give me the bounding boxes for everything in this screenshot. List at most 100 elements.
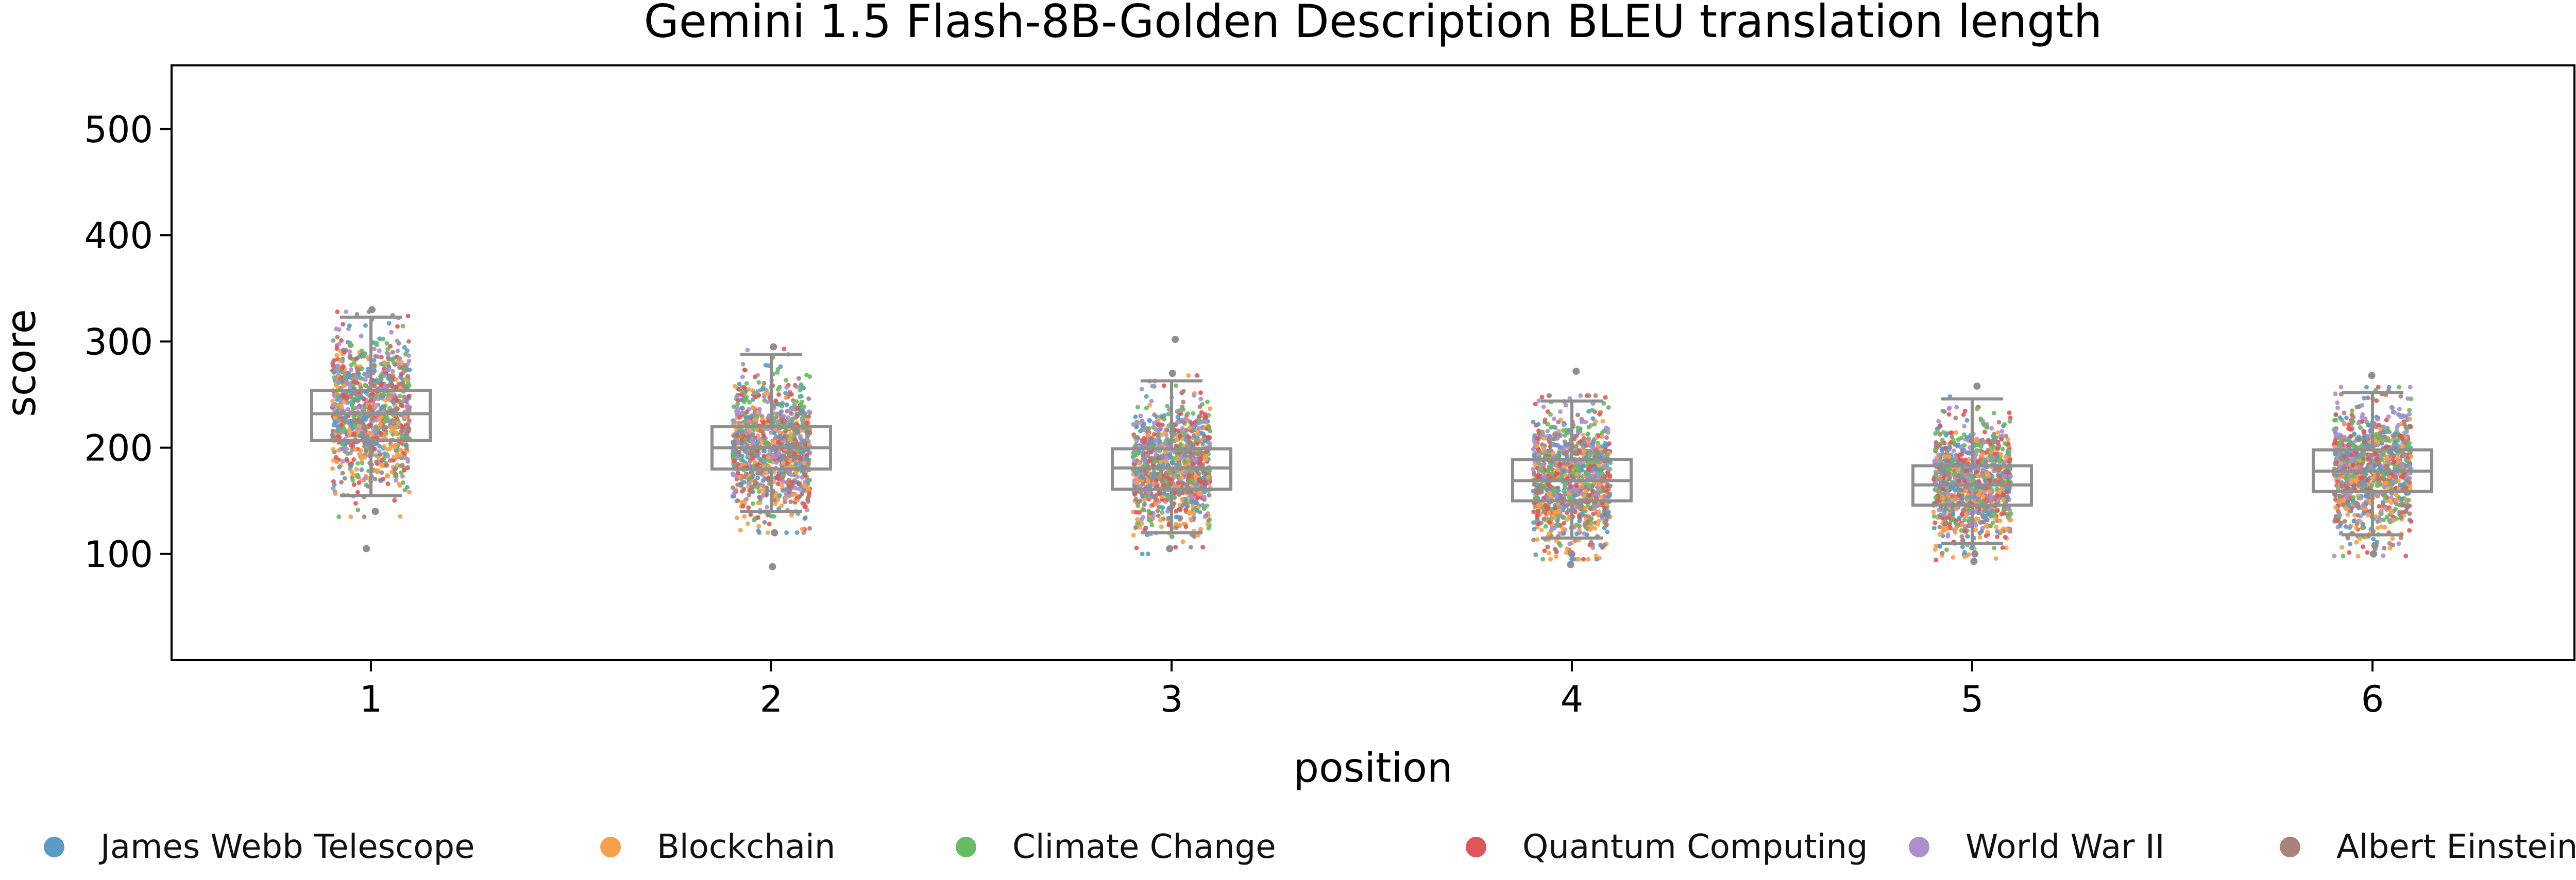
strip-point (1583, 506, 1588, 511)
strip-point (1197, 426, 1202, 431)
strip-point (1607, 493, 1612, 498)
strip-point (339, 480, 344, 485)
strip-point (351, 433, 356, 438)
strip-point (1167, 480, 1172, 485)
strip-point (1195, 495, 1200, 501)
strip-point (393, 473, 398, 478)
strip-point (1195, 432, 1200, 437)
strip-point (1183, 524, 1189, 529)
strip-point (1177, 523, 1182, 528)
strip-point (354, 366, 360, 371)
strip-point (1181, 389, 1186, 393)
strip-point (806, 487, 811, 492)
strip-point (1552, 433, 1557, 438)
strip-point (1546, 550, 1551, 556)
strip-point (781, 460, 786, 465)
strip-point (1561, 446, 1566, 451)
strip-point (339, 404, 344, 409)
strip-point (1535, 509, 1540, 513)
strip-point (750, 501, 755, 506)
strip-point (1180, 539, 1185, 544)
strip-point (392, 467, 397, 472)
strip-point (1555, 468, 1560, 473)
strip-point (1208, 406, 1213, 411)
strip-point (1138, 413, 1143, 419)
strip-point (1207, 424, 1212, 429)
strip-point (1607, 441, 1612, 446)
strip-point (1146, 509, 1151, 514)
strip-point (1587, 493, 1592, 498)
strip-point (1532, 472, 1537, 477)
strip-point (400, 474, 405, 479)
strip-point (744, 409, 749, 415)
strip-point (368, 404, 373, 409)
strip-point (765, 400, 770, 405)
strip-point (1533, 552, 1538, 557)
strip-point (1539, 527, 1544, 532)
strip-point (372, 476, 378, 481)
strip-point (346, 407, 351, 412)
strip-point (1585, 432, 1590, 437)
strip-point (1561, 531, 1566, 536)
strip-point (1142, 502, 1147, 507)
strip-point (1553, 425, 1558, 430)
strip-point (1197, 404, 1202, 409)
strip-point (1159, 432, 1164, 437)
strip-point (400, 424, 405, 429)
strip-point (1582, 436, 1587, 441)
strip-point (1148, 450, 1154, 455)
strip-point (377, 444, 382, 449)
strip-point (394, 478, 399, 483)
strip-point (1196, 491, 1201, 496)
strip-point (1567, 542, 1572, 547)
strip-point (1181, 400, 1186, 405)
strip-point (806, 409, 811, 415)
strip-point (746, 480, 751, 486)
strip-point (754, 391, 759, 396)
strip-point (746, 387, 751, 392)
strip-point (331, 338, 336, 343)
strip-point (1177, 434, 1182, 439)
strip-point (1962, 554, 1968, 559)
strip-point (1572, 465, 1577, 471)
strip-point (377, 449, 382, 454)
strip-point (1132, 492, 1138, 497)
strip-point (1131, 458, 1137, 463)
strip-point (1179, 456, 1184, 461)
strip-point (1198, 396, 1204, 402)
strip-point (771, 440, 776, 444)
strip-point (1180, 426, 1185, 431)
strip-point (1599, 470, 1604, 475)
strip-point (798, 388, 803, 393)
strip-point (359, 467, 364, 472)
strip-point (1597, 411, 1602, 417)
strip-point (1549, 471, 1554, 476)
strip-point (1558, 409, 1563, 414)
strip-point (1531, 420, 1536, 424)
strip-point (756, 501, 761, 506)
strip-point (399, 372, 404, 377)
strip-point (1207, 436, 1212, 441)
strip-point (1534, 495, 1539, 500)
strip-point (343, 416, 348, 421)
strip-point (364, 373, 369, 378)
strip-point (1602, 525, 1607, 530)
strip-point (1142, 422, 1147, 427)
strip-point (341, 322, 345, 326)
strip-point (767, 522, 772, 527)
strip-point (1977, 535, 1982, 540)
strip-point (330, 360, 335, 365)
strip-point (1956, 437, 1961, 442)
strip-point (2007, 410, 2012, 416)
strip-point (395, 348, 400, 353)
strip-point (398, 514, 403, 519)
strip-point (1159, 455, 1164, 459)
strip-point (1592, 526, 1598, 531)
strip-point (382, 384, 387, 389)
strip-point (345, 458, 350, 463)
strip-point (1556, 451, 1561, 456)
strip-point (799, 450, 804, 455)
strip-point (389, 330, 394, 335)
strip-point (334, 428, 340, 433)
strip-point (772, 514, 777, 519)
